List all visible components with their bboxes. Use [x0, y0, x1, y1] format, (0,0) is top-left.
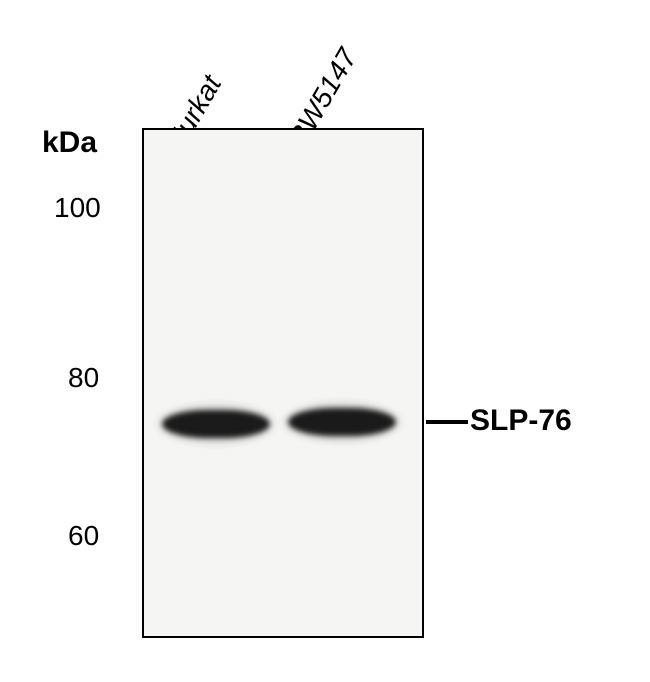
marker-100: 100 — [54, 192, 101, 224]
marker-60: 60 — [68, 520, 99, 552]
band-jurkat — [162, 410, 270, 438]
blot-membrane — [142, 128, 424, 638]
band-bw5147 — [288, 408, 396, 436]
marker-80: 80 — [68, 362, 99, 394]
protein-label-slp76: SLP-76 — [470, 404, 572, 438]
protein-pointer-line — [426, 420, 468, 424]
western-blot-figure: kDa Jurkat BW5147 100 80 60 SLP-76 — [30, 20, 620, 660]
kda-axis-label: kDa — [42, 126, 97, 160]
